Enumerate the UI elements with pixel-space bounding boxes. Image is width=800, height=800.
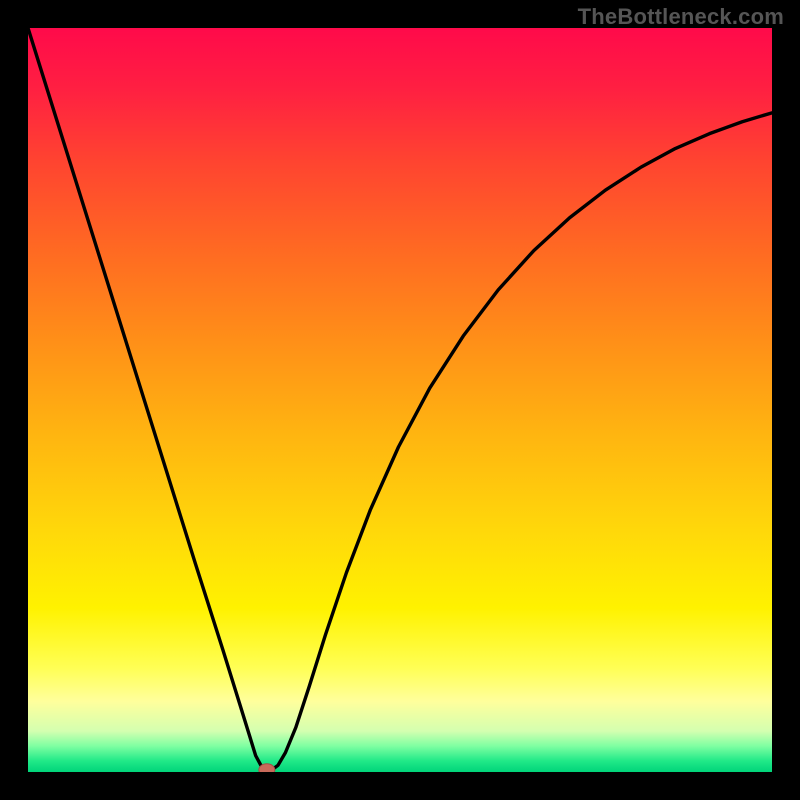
- chart-frame: TheBottleneck.com: [0, 0, 800, 800]
- plot-curve-layer: [28, 28, 772, 772]
- minimum-marker: [259, 764, 275, 772]
- watermark-label: TheBottleneck.com: [578, 4, 784, 30]
- bottleneck-curve: [28, 28, 772, 770]
- plot-area: [28, 28, 772, 772]
